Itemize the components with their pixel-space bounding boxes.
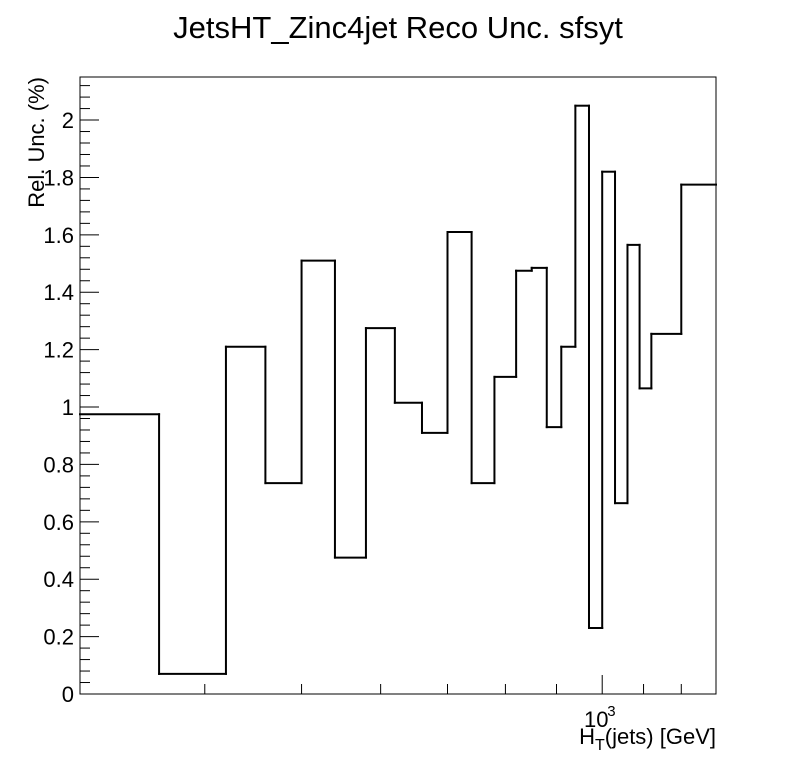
x-axis-label-main: H [579,724,595,749]
y-tick-label: 0 [62,682,74,707]
x-axis-label: HT(jets) [GeV] [579,724,716,754]
y-axis-tick-labels: 0 0.2 0.4 0.6 0.8 1 1.2 1.4 1.6 1.8 2 [43,108,74,707]
y-tick-label: 0.8 [43,452,74,477]
x-axis-label-subscript: T [595,737,605,754]
plot-frame [79,76,717,695]
x-axis-label-rest: (jets) [GeV] [605,724,716,749]
y-tick-label: 0.6 [43,510,74,535]
x-tick-label-exponent: 3 [607,703,615,720]
y-tick-label: 2 [62,108,74,133]
x-tick-label-base: 10 [584,707,608,732]
y-tick-label: 1.4 [43,280,74,305]
y-axis-label: Rel. Unc. (%) [24,77,49,208]
y-tick-label: 0.4 [43,567,74,592]
y-tick-label: 1 [62,395,74,420]
y-axis-ticks [80,85,99,695]
histogram-bins [79,104,717,675]
x-tick-label-1000: 10 3 [584,703,616,732]
y-tick-label: 1.6 [43,223,74,248]
y-tick-label: 0.2 [43,625,74,650]
x-axis-ticks [79,675,717,694]
chart-title: JetsHT_Zinc4jet Reco Unc. sfsyt [173,10,623,45]
y-tick-label: 1.2 [43,338,74,363]
y-tick-label: 1.8 [43,165,74,190]
